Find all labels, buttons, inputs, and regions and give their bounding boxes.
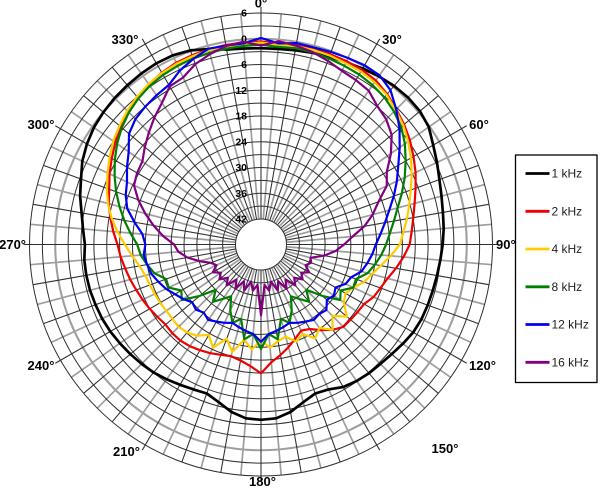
svg-text:18: 18 [235, 111, 247, 123]
svg-text:36: 36 [235, 188, 247, 200]
svg-text:30°: 30° [382, 32, 402, 47]
svg-text:120°: 120° [469, 358, 496, 373]
svg-text:24: 24 [235, 136, 247, 148]
svg-text:0: 0 [241, 33, 247, 45]
svg-text:12 kHz: 12 kHz [552, 318, 589, 332]
svg-text:2 kHz: 2 kHz [552, 204, 583, 218]
svg-text:210°: 210° [113, 444, 140, 459]
svg-text:330°: 330° [112, 32, 139, 47]
svg-text:8 kHz: 8 kHz [552, 280, 583, 294]
svg-text:12: 12 [235, 85, 247, 97]
svg-text:300°: 300° [28, 117, 55, 132]
svg-text:42: 42 [235, 214, 247, 226]
svg-text:150°: 150° [432, 441, 459, 456]
svg-text:270°: 270° [0, 237, 26, 252]
svg-text:0°: 0° [255, 0, 267, 11]
svg-text:1 kHz: 1 kHz [552, 167, 583, 181]
svg-text:180°: 180° [249, 474, 276, 487]
svg-text:4 kHz: 4 kHz [552, 242, 583, 256]
svg-text:6: 6 [241, 8, 247, 20]
svg-text:90°: 90° [496, 237, 516, 252]
svg-text:16 kHz: 16 kHz [552, 355, 589, 369]
svg-text:240°: 240° [28, 358, 55, 373]
svg-text:60°: 60° [469, 117, 489, 132]
svg-text:30: 30 [235, 162, 247, 174]
svg-text:6: 6 [241, 59, 247, 71]
